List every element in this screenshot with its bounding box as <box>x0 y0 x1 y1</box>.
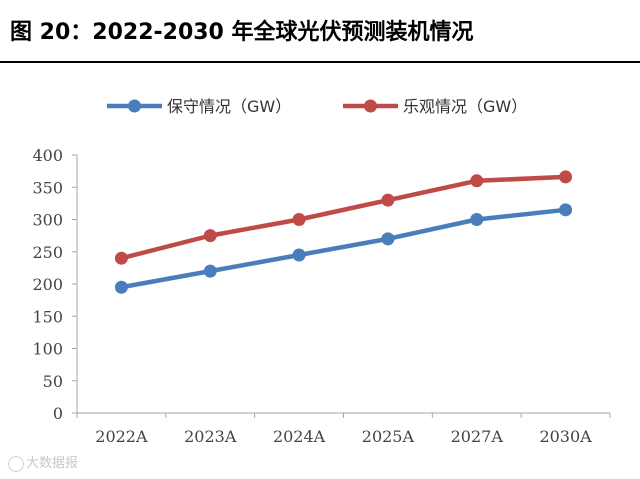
legend-swatch-marker <box>128 99 141 113</box>
legend-swatch-marker <box>364 99 377 113</box>
title-divider <box>0 61 640 63</box>
data-point <box>470 213 484 226</box>
data-point <box>292 248 306 262</box>
series-1 <box>114 203 573 294</box>
series-line <box>119 174 568 261</box>
x-tick-label: 2023A <box>184 427 237 446</box>
x-tick-label: 2027A <box>451 427 504 446</box>
data-point <box>203 264 217 278</box>
data-point <box>203 229 217 243</box>
x-tick-label: 2022A <box>95 427 148 446</box>
data-point <box>114 251 128 265</box>
data-point <box>381 232 395 246</box>
y-axis: 0 50 100 150 200 250 300 350 400 <box>32 146 78 423</box>
legend-item-2: 乐观情况（GW） <box>343 97 527 116</box>
y-tick-label: 300 <box>32 211 63 230</box>
legend-label: 乐观情况（GW） <box>403 97 527 116</box>
y-tick-label: 150 <box>32 307 63 326</box>
y-tick-label: 50 <box>43 372 63 391</box>
legend-item-1: 保守情况（GW） <box>107 97 291 116</box>
watermark-text: 大数据报 <box>26 456 79 471</box>
x-tick-label: 2024A <box>273 427 326 446</box>
series-layer <box>114 170 573 294</box>
data-point <box>114 280 128 294</box>
watermark-logo-icon <box>8 455 24 472</box>
y-tick-label: 200 <box>32 275 63 294</box>
data-point <box>559 203 573 217</box>
y-tick-label: 250 <box>32 243 63 262</box>
data-point <box>559 170 573 184</box>
data-point <box>381 193 395 207</box>
y-tick-label: 100 <box>32 340 63 359</box>
y-tick-label: 400 <box>32 146 63 165</box>
y-tick-label: 0 <box>53 404 63 423</box>
data-point <box>292 213 306 226</box>
chart-legend: 保守情况（GW） 乐观情况（GW） <box>107 97 527 116</box>
series-2 <box>114 170 573 265</box>
y-tick-label: 350 <box>32 178 63 197</box>
x-tick-label: 2030A <box>539 427 592 446</box>
legend-label: 保守情况（GW） <box>167 97 291 116</box>
x-tick-label: 2025A <box>362 427 415 446</box>
figure-title: 图 20：2022-2030 年全球光伏预测装机情况 <box>10 20 474 45</box>
series-line <box>119 207 568 290</box>
data-point <box>470 174 484 188</box>
x-axis: 2022A 2023A 2024A 2025A 2027A 2030A <box>76 412 611 446</box>
watermark: 大数据报 <box>8 452 78 472</box>
